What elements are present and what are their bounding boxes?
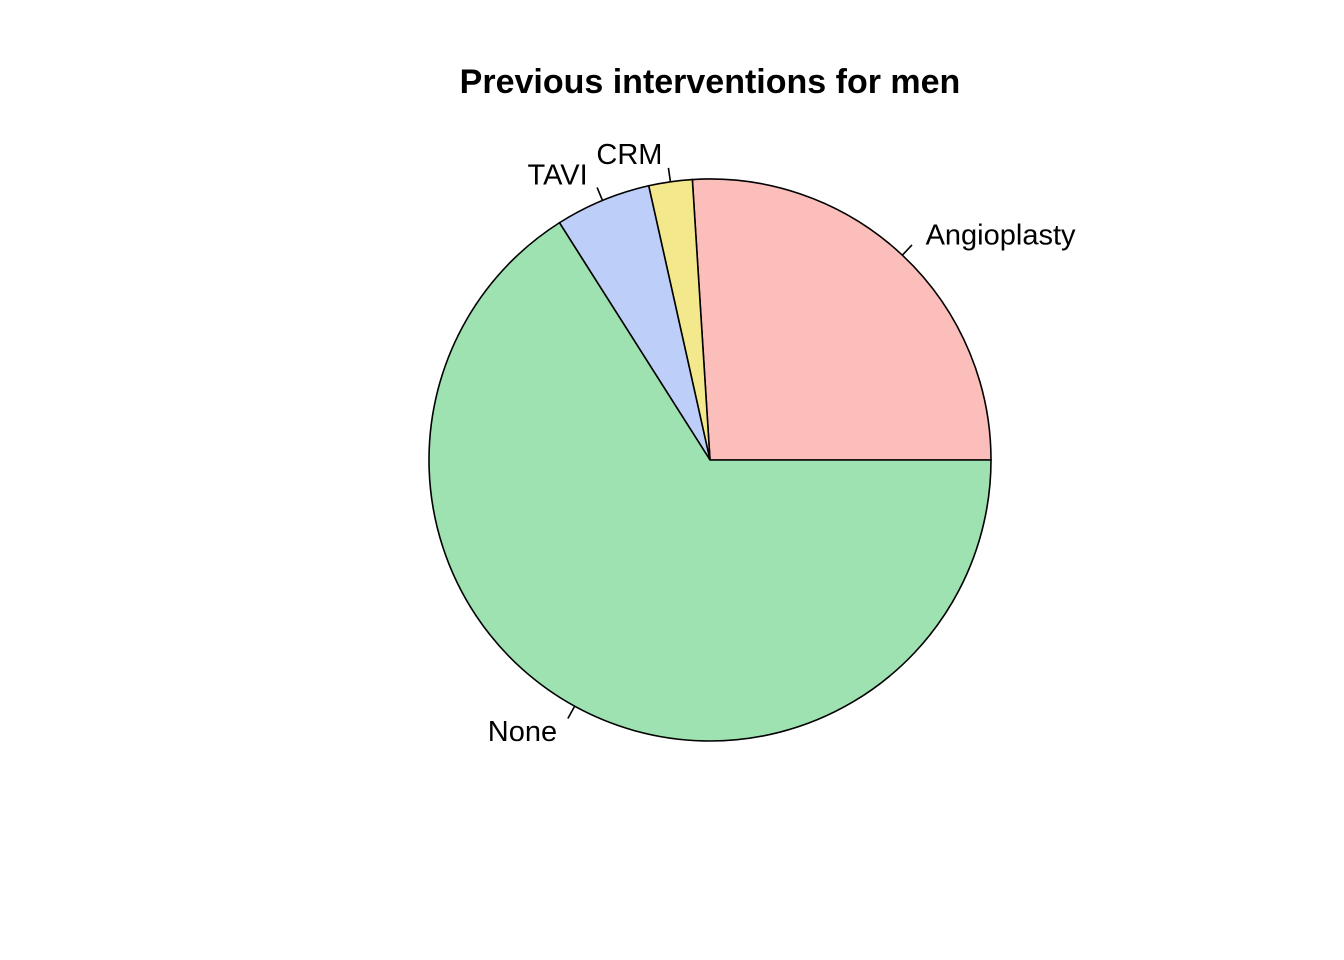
leader-line-none — [567, 705, 576, 719]
leader-line-angioplasty — [901, 244, 913, 256]
leader-line-tavi — [596, 187, 604, 201]
leader-line-crm — [667, 167, 672, 182]
slice-label-tavi: TAVI — [528, 159, 588, 191]
pie-slice-angioplasty — [691, 178, 992, 461]
slice-label-none: None — [488, 716, 557, 748]
slice-leader-lines — [567, 167, 913, 719]
chart-title: Previous interventions for men — [460, 63, 961, 101]
pie-slice-none — [428, 221, 992, 742]
slice-label-crm: CRM — [596, 139, 662, 171]
slice-label-angioplasty: Angioplasty — [926, 220, 1076, 252]
pie-slices — [428, 178, 992, 742]
